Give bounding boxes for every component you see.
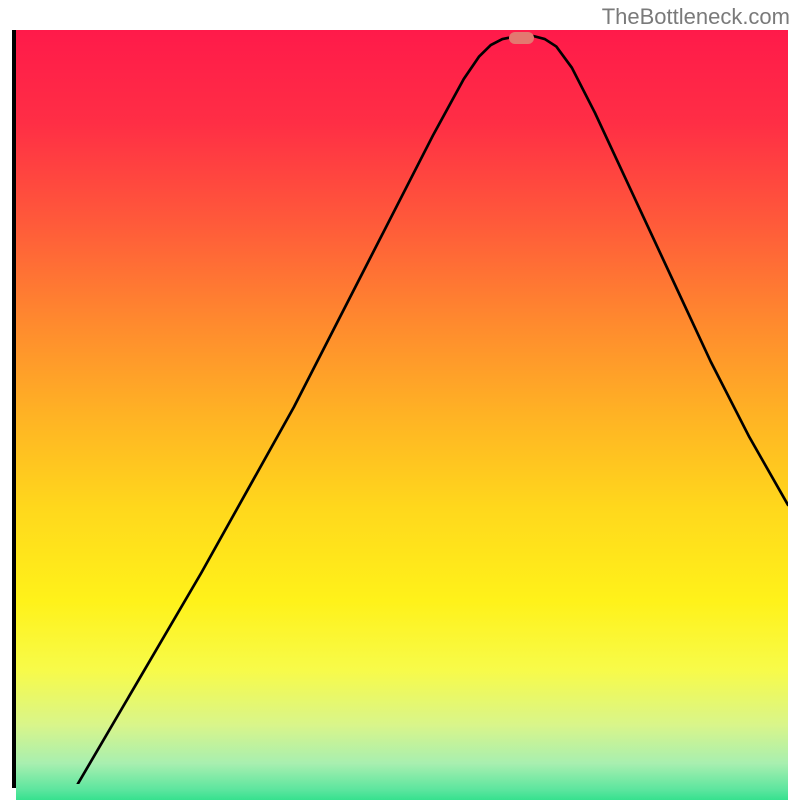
watermark-text: TheBottleneck.com <box>602 4 790 30</box>
plot-area <box>12 30 788 788</box>
optimal-marker <box>509 32 534 44</box>
bottleneck-curve <box>16 30 788 784</box>
chart-container: TheBottleneck.com <box>0 0 800 800</box>
